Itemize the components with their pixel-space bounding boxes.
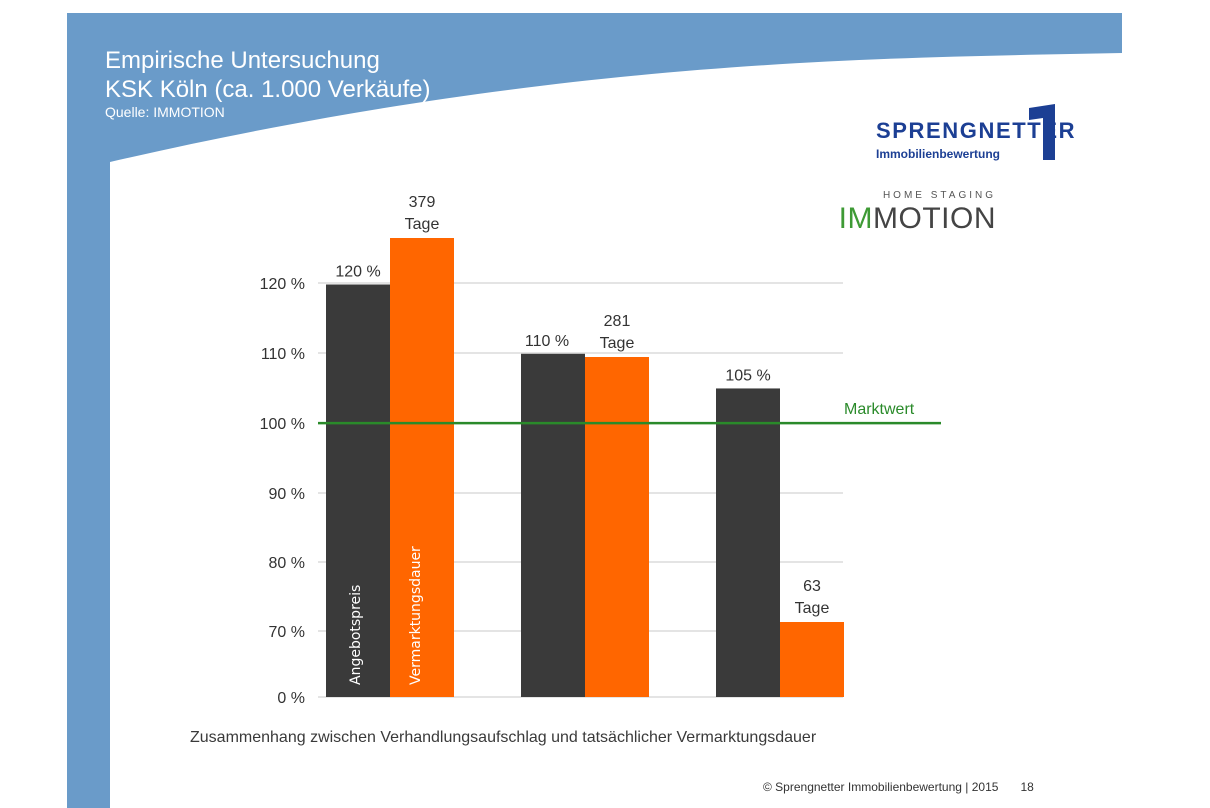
bar-orange-1 (390, 238, 454, 697)
y-tick-label: 70 % (269, 624, 305, 641)
slide-title-line-2: KSK Köln (ca. 1.000 Verkäufe) (105, 76, 431, 103)
bar-label-days-value: 281 (604, 313, 631, 330)
title-banner (67, 13, 1122, 808)
bar-label-days-unit: Tage (600, 335, 635, 352)
sprengnetter-logo-sub: Immobilienbewertung (876, 147, 1001, 161)
bar-orange-2 (585, 357, 649, 697)
y-tick-label: 120 % (260, 276, 305, 293)
y-tick-label: 100 % (260, 416, 305, 433)
slide-title-line-1: Empirische Untersuchung (105, 47, 380, 74)
sprengnetter-logo: SPRENGNETTER Immobilienbewertung (876, 104, 1092, 164)
chart-data-labels: 120 % 379 Tage Angebotspreis Vermarktungsdau… (335, 194, 829, 685)
bar-dark-1 (326, 284, 390, 697)
sprengnetter-logo-mark-icon (1029, 104, 1055, 160)
immotion-logo: HOME STAGING IMMOTION (806, 190, 996, 240)
bar-label-days-value: 63 (803, 578, 821, 595)
bar-label-days-unit: Tage (795, 600, 830, 617)
title-block: Empirische Untersuchung KSK Köln (ca. 1.… (105, 46, 431, 121)
bar-label-percent: 105 % (725, 367, 770, 384)
bar-dark-2 (521, 353, 585, 697)
bar-label-days-value: 379 (409, 194, 436, 211)
chart-y-ticks: 0 % 70 % 80 % 90 % 100 % 110 % 120 % (260, 276, 305, 707)
chart-bars (326, 238, 844, 697)
immotion-logo-wordmark: IMMOTION (839, 202, 996, 236)
sprengnetter-logo-name: SPRENGNETTER (876, 118, 1077, 143)
bar-dark-3 (716, 388, 780, 697)
bar-label-percent: 110 % (525, 333, 569, 350)
chart-caption: Zusammenhang zwischen Verhandlungsaufsch… (190, 729, 817, 746)
bar-orange-3 (780, 622, 844, 697)
bar-label-days-unit: Tage (405, 216, 440, 233)
page-number: 18 (1020, 780, 1034, 794)
reference-line-label: Marktwert (844, 401, 915, 418)
bar-inner-label-vermarktungsdauer: Vermarktungsdauer (408, 546, 424, 685)
immotion-logo-rest: MOTION (873, 202, 996, 235)
bar-label-percent: 120 % (335, 264, 380, 281)
footer-copyright: © Sprengnetter Immobilienbewertung | 201… (763, 780, 999, 794)
y-tick-label: 0 % (277, 690, 305, 707)
y-tick-label: 110 % (261, 346, 305, 363)
bar-inner-label-angebotspreis: Angebotspreis (348, 585, 364, 685)
immotion-logo-accent: IM (838, 202, 873, 235)
slide-source: Quelle: IMMOTION (105, 104, 225, 120)
slide-footer: © Sprengnetter Immobilienbewertung | 201… (763, 780, 1034, 794)
immotion-logo-tagline: HOME STAGING (882, 190, 996, 201)
y-tick-label: 80 % (269, 555, 305, 572)
y-tick-label: 90 % (269, 486, 305, 503)
chart-reference: Marktwert (318, 401, 941, 425)
